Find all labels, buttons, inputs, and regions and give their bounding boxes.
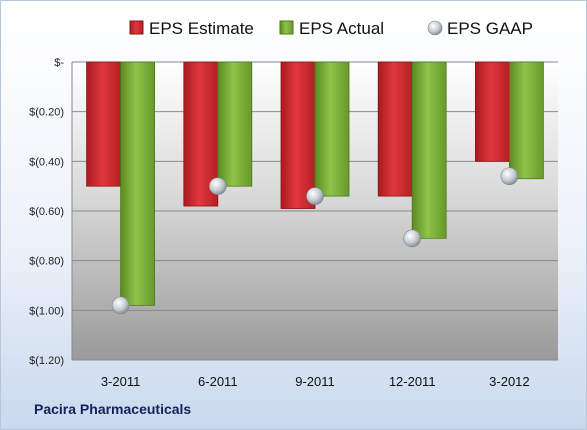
y-tick-label: $(1.20) <box>29 355 64 367</box>
bar-eps-actual <box>217 61 253 187</box>
eps-gaap-marker <box>111 296 130 315</box>
y-tick-label: $(0.80) <box>29 256 64 268</box>
bar-eps-estimate <box>86 61 121 187</box>
legend-swatch-eps-estimate <box>129 20 144 35</box>
eps-gaap-marker <box>209 177 227 195</box>
bar-eps-actual <box>314 61 350 197</box>
bar-eps-actual <box>120 61 155 306</box>
eps-gaap-marker <box>500 167 519 186</box>
y-tick-label: $- <box>54 57 64 69</box>
legend-swatch-eps-gaap <box>427 20 443 36</box>
y-tick-label: $(0.20) <box>29 107 64 119</box>
bar-eps-actual <box>508 61 544 180</box>
y-tick-label: $(0.40) <box>29 156 64 168</box>
legend-label: EPS Actual <box>299 19 384 38</box>
eps-gaap-marker <box>403 229 422 248</box>
bar-eps-actual <box>411 61 447 239</box>
company-name: Pacira Pharmaceuticals <box>34 401 192 417</box>
eps-gaap-marker <box>306 187 324 205</box>
legend-label: EPS Estimate <box>149 19 254 38</box>
x-tick-label: 3-2011 <box>101 374 141 389</box>
bar-eps-estimate <box>474 61 510 162</box>
legend-swatch-eps-actual <box>279 20 294 35</box>
x-tick-label: 12-2011 <box>389 374 436 389</box>
y-tick-label: $(1.00) <box>29 305 64 317</box>
x-tick-label: 9-2011 <box>295 374 335 389</box>
bar-eps-estimate <box>280 61 316 209</box>
y-tick-label: $(0.60) <box>29 206 64 218</box>
legend-label: EPS GAAP <box>447 19 533 38</box>
bar-eps-estimate <box>377 61 413 197</box>
x-tick-label: 6-2011 <box>198 374 238 389</box>
x-tick-label: 3-2012 <box>489 374 529 389</box>
